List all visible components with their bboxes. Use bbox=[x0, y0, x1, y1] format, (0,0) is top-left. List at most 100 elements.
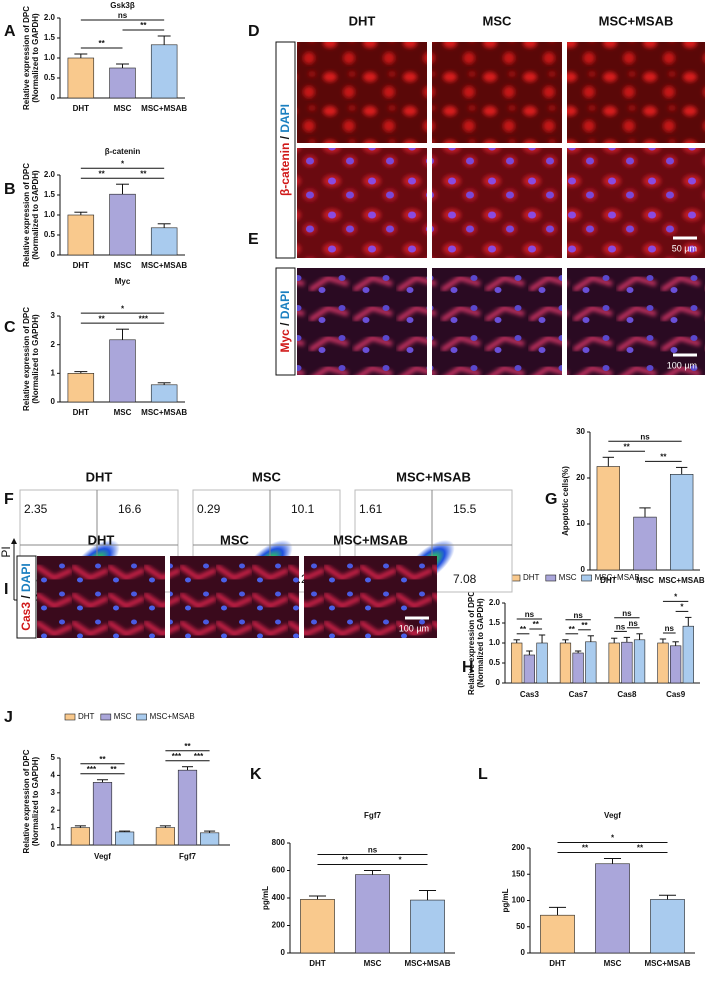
error-bar bbox=[603, 858, 622, 864]
panel-letter: L bbox=[478, 766, 488, 783]
error-bar bbox=[659, 638, 667, 643]
error-bar bbox=[74, 371, 88, 374]
error-bar bbox=[116, 183, 129, 195]
significance-label: ** bbox=[99, 39, 106, 48]
y-axis-label: (Normalized to GAPDH) bbox=[476, 598, 485, 688]
y-tick-label: 1 bbox=[51, 368, 56, 377]
panel-letter: I bbox=[4, 581, 8, 598]
error-bar bbox=[74, 825, 86, 828]
y-tick-label: 0 bbox=[281, 948, 286, 957]
panel-letter: K bbox=[250, 766, 262, 783]
x-tick-label: MSC+MSAB bbox=[404, 959, 450, 968]
stain-part: Cas3 bbox=[19, 602, 33, 631]
stain-box bbox=[275, 41, 296, 259]
y-tick-label: 1.5 bbox=[44, 33, 56, 42]
legend-swatch bbox=[64, 713, 76, 721]
panel-letter: C bbox=[4, 319, 16, 336]
bar bbox=[670, 645, 682, 684]
legend-swatch bbox=[136, 713, 147, 721]
bar bbox=[150, 44, 178, 99]
legend-label: MSC bbox=[559, 573, 577, 582]
y-tick-label: 2.0 bbox=[489, 598, 501, 607]
significance-label: ** bbox=[184, 742, 191, 751]
significance-label: ns bbox=[525, 610, 535, 619]
chart-title: Gsk3β bbox=[110, 1, 135, 10]
y-axis-label: Relative expression of DPC bbox=[467, 591, 476, 695]
stain-part: β-catenin bbox=[278, 143, 292, 196]
error-bar bbox=[685, 616, 692, 627]
micrograph bbox=[297, 268, 427, 375]
chart-title: β-catenin bbox=[105, 147, 141, 156]
bar bbox=[608, 642, 620, 684]
error-bar bbox=[611, 637, 618, 643]
panel-letter: B bbox=[4, 181, 16, 198]
bar bbox=[109, 193, 136, 256]
panel-letter: A bbox=[4, 23, 16, 40]
legend-label: MSC+MSAB bbox=[150, 712, 195, 721]
y-axis-label: Relative expression of DPC bbox=[22, 749, 31, 853]
y-axis-label: (Normalized to GAPDH) bbox=[31, 170, 40, 260]
significance-label: ** bbox=[637, 844, 644, 853]
y-tick-label: 1.5 bbox=[44, 190, 56, 199]
y-tick-label: 30 bbox=[576, 427, 585, 436]
y-tick-label: 100 bbox=[512, 896, 526, 905]
micrograph bbox=[297, 148, 427, 258]
error-bar bbox=[418, 889, 437, 901]
panel-letter: G bbox=[545, 491, 557, 508]
error-bar bbox=[658, 894, 677, 900]
significance-label: ** bbox=[660, 453, 667, 462]
legend-label: MSC bbox=[114, 712, 132, 721]
stain-part: DAPI bbox=[278, 290, 292, 319]
significance-label: ** bbox=[99, 755, 106, 764]
significance-label: ns bbox=[622, 609, 632, 618]
bar bbox=[109, 67, 136, 99]
y-axis-label: (Normalized to GAPDH) bbox=[31, 757, 40, 847]
y-tick-label: 3 bbox=[51, 311, 56, 320]
bar bbox=[669, 474, 694, 571]
y-tick-label: 2 bbox=[51, 805, 56, 814]
y-tick-label: 0 bbox=[51, 250, 56, 259]
y-axis-label: Relative expression of DPC bbox=[22, 307, 31, 411]
significance-label: ns bbox=[368, 846, 378, 855]
y-tick-label: 200 bbox=[272, 921, 286, 930]
y-tick-label: 1 bbox=[51, 823, 56, 832]
bar bbox=[536, 642, 548, 684]
bar bbox=[657, 642, 669, 684]
bar bbox=[67, 373, 95, 403]
flow-title: MSC+MSAB bbox=[396, 469, 471, 484]
significance-label: ns bbox=[629, 619, 639, 628]
y-tick-label: 1.0 bbox=[489, 638, 501, 647]
bar bbox=[155, 827, 175, 846]
error-bar bbox=[119, 830, 131, 832]
error-bar bbox=[157, 223, 171, 228]
panel-letter: F bbox=[4, 491, 14, 508]
micrograph bbox=[304, 556, 437, 638]
stain-label: β-catenin / DAPI bbox=[278, 104, 292, 196]
y-axis-label: Relative expression of DPC bbox=[22, 6, 31, 110]
y-tick-label: 0 bbox=[521, 948, 526, 957]
bar bbox=[650, 899, 685, 954]
y-tick-label: 10 bbox=[576, 519, 585, 528]
error-bar bbox=[96, 779, 109, 783]
bar bbox=[200, 832, 220, 846]
significance-label: ** bbox=[582, 844, 589, 853]
micrograph bbox=[567, 42, 705, 143]
significance-label: ** bbox=[581, 621, 588, 630]
y-axis-label: pg/mL bbox=[501, 888, 510, 912]
error-bar bbox=[548, 906, 567, 916]
stain-part: DAPI bbox=[19, 563, 33, 592]
significance-label: *** bbox=[139, 314, 149, 323]
significance-label: ** bbox=[110, 765, 117, 774]
error-bar bbox=[574, 650, 582, 653]
quadrant-value: 1.61 bbox=[359, 502, 383, 516]
panel-letter: H bbox=[462, 659, 474, 676]
significance-label: ** bbox=[533, 620, 540, 629]
error-bar bbox=[157, 382, 171, 385]
error-bar bbox=[116, 63, 129, 68]
stain-label: Myc / DAPI bbox=[278, 290, 292, 352]
quadrant-value: 16.6 bbox=[118, 502, 142, 516]
bar bbox=[559, 642, 572, 684]
y-tick-label: 0.5 bbox=[44, 230, 56, 239]
x-tick-label: DHT bbox=[73, 261, 90, 270]
significance-label: ** bbox=[99, 169, 106, 178]
